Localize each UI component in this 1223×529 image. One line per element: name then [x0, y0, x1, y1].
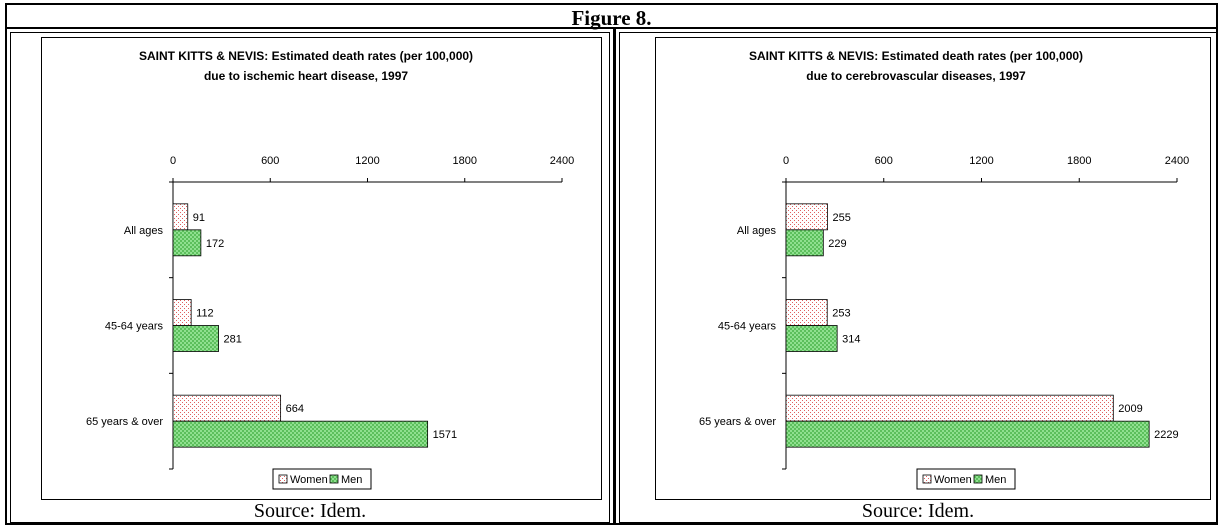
bar-women [785, 394, 1114, 422]
x-tick-label: 2400 [550, 155, 574, 167]
category-label: 45-64 years [105, 321, 164, 333]
legend-label-men: Men [341, 474, 362, 486]
panel-divider [613, 28, 616, 523]
legend-swatch-women [922, 474, 932, 484]
x-tick-label: 0 [783, 155, 789, 167]
bar-women [172, 299, 192, 326]
legend-box [272, 468, 372, 490]
figure-title: Figure 8. [7, 5, 1216, 30]
category-label: 65 years & over [86, 416, 163, 428]
x-tick-label: 1800 [453, 155, 477, 167]
data-label: 281 [224, 334, 242, 346]
data-label: 1571 [433, 429, 457, 441]
bar-women [785, 203, 828, 231]
left-panel: SAINT KITTS & NEVIS: Estimated death rat… [10, 32, 610, 523]
x-tick-label: 600 [261, 155, 279, 167]
data-label: 253 [832, 308, 850, 320]
source-note-right: Source: Idem. [861, 500, 975, 522]
ischemic-heart-disease-chart: SAINT KITTS & NEVIS: Estimated death rat… [86, 49, 574, 490]
chart-frame-cerebrovascular: SAINT KITTS & NEVIS: Estimated death rat… [655, 37, 1211, 500]
bar-men [785, 229, 824, 257]
legend-label-women: Women [290, 474, 328, 486]
data-label: 229 [828, 238, 846, 250]
legend-label-men: Men [985, 474, 1006, 486]
data-label: 2229 [1154, 429, 1178, 441]
bar-men [785, 325, 838, 352]
bar-men [785, 420, 1150, 448]
x-tick-label: 1800 [1067, 155, 1091, 167]
data-label: 172 [206, 238, 224, 250]
chart-title-line2: due to ischemic heart disease, 1997 [204, 69, 408, 83]
data-label: 2009 [1118, 403, 1142, 415]
cerebrovascular-disease-chart: SAINT KITTS & NEVIS: Estimated death rat… [699, 49, 1189, 490]
chart-title-line1: SAINT KITTS & NEVIS: Estimated death rat… [749, 49, 1083, 63]
x-tick-label: 1200 [969, 155, 993, 167]
data-label: 91 [193, 212, 205, 224]
legend-swatch-men [973, 474, 983, 484]
legend-label-women: Women [934, 474, 972, 486]
right-panel: SAINT KITTS & NEVIS: Estimated death rat… [619, 32, 1217, 523]
data-label: 112 [196, 308, 214, 320]
bar-men [172, 420, 429, 448]
category-label: All ages [737, 225, 777, 237]
bar-men [172, 325, 219, 352]
category-label: 45-64 years [718, 321, 777, 333]
bar-men [172, 229, 202, 257]
category-label: All ages [124, 225, 164, 237]
x-tick-label: 600 [875, 155, 893, 167]
legend-swatch-men [329, 474, 339, 484]
legend-swatch-women [278, 474, 288, 484]
category-label: 65 years & over [699, 416, 776, 428]
x-tick-label: 1200 [355, 155, 379, 167]
chart-title-line1: SAINT KITTS & NEVIS: Estimated death rat… [139, 49, 473, 63]
data-label: 664 [286, 403, 304, 415]
x-tick-label: 0 [170, 155, 176, 167]
bar-women [172, 203, 189, 231]
source-note-left: Source: Idem. [253, 500, 367, 522]
x-tick-label: 2400 [1165, 155, 1189, 167]
figure-frame: Figure 8. SAINT KITTS & NEVIS: Estimated… [5, 3, 1218, 525]
data-label: 255 [833, 212, 851, 224]
bar-women [172, 394, 282, 422]
legend-box [916, 468, 1016, 490]
chart-frame-ischemic: SAINT KITTS & NEVIS: Estimated death rat… [41, 37, 602, 500]
bar-women [785, 299, 828, 326]
chart-title-line2: due to cerebrovascular diseases, 1997 [806, 69, 1026, 83]
data-label: 314 [842, 334, 860, 346]
